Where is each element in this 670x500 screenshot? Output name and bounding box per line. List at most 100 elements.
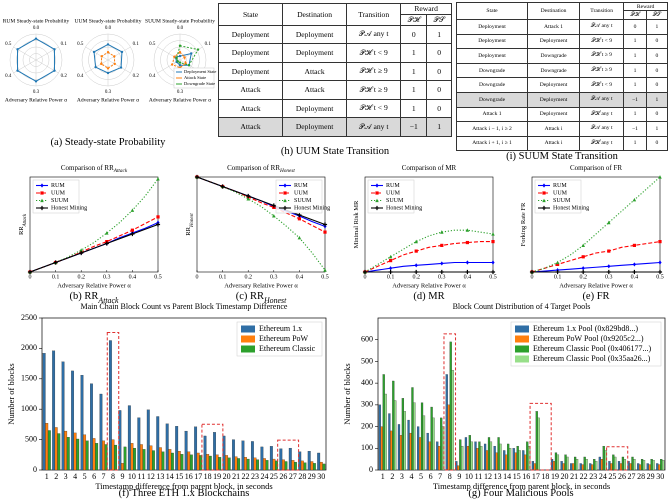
table-cell: 1 <box>400 61 428 82</box>
bar <box>108 340 112 471</box>
spoke-label: 0.3 <box>105 90 112 95</box>
radar-title: SUUM Steady-state Probability <box>145 18 215 24</box>
x-tick-label: 5 <box>83 472 87 481</box>
marker <box>297 217 301 221</box>
marker <box>297 212 302 218</box>
table-cell: 𝒫𝒜 any t <box>346 117 402 137</box>
bar <box>552 461 556 471</box>
y-tick-label: 500 <box>25 434 37 443</box>
figure-caption-main: (h) UUM State Transition <box>281 146 390 157</box>
bar <box>660 459 663 471</box>
marker <box>187 63 191 67</box>
bar <box>526 441 529 471</box>
marker <box>27 269 33 275</box>
marker <box>658 260 662 265</box>
bar <box>227 457 231 471</box>
table-cell: 1 <box>426 117 452 137</box>
bar <box>156 416 160 471</box>
bar <box>617 461 621 471</box>
legend-swatch <box>241 335 255 343</box>
chart-title: Comparison of RRHonest <box>227 164 295 175</box>
marker <box>542 191 546 195</box>
spoke-label: 0.0 <box>105 26 112 31</box>
bar <box>447 404 450 471</box>
y-tick-label: 600 <box>361 335 373 344</box>
y-tick-label: 1500 <box>21 374 37 383</box>
bar <box>380 426 383 471</box>
bar <box>608 461 611 471</box>
x-tick-label: 0 <box>196 274 199 280</box>
x-tick-label: 26 <box>618 472 626 481</box>
bar <box>250 441 254 471</box>
bar <box>598 456 601 471</box>
bar <box>440 417 443 471</box>
highlight-box <box>529 402 552 471</box>
table-cell: 1 <box>623 77 647 93</box>
marker <box>106 71 110 75</box>
marker <box>92 50 96 54</box>
bar <box>432 417 435 471</box>
marker <box>271 203 276 208</box>
bar <box>495 452 498 471</box>
bar <box>401 398 405 471</box>
bar <box>570 463 573 471</box>
spoke-label: 0.0 <box>177 26 184 31</box>
x-tick-label: 0.2 <box>579 274 587 280</box>
table-cell: Deployment <box>527 91 581 108</box>
legend-label: Attack State <box>184 75 206 80</box>
bar <box>499 443 502 471</box>
table-cell: 0 <box>426 98 452 119</box>
table-cell: −1 <box>623 91 647 108</box>
bar <box>384 393 387 471</box>
bar <box>591 464 594 471</box>
table-cell: 𝒫ℋ t < 9 <box>579 77 625 93</box>
bar <box>310 461 314 471</box>
x-tick-label: 14 <box>166 472 174 481</box>
table-cell: 0 <box>645 77 669 93</box>
bar <box>566 456 569 471</box>
x-tick-label: 0.3 <box>103 274 111 280</box>
bar <box>572 463 575 471</box>
bar <box>564 454 567 471</box>
bar <box>418 437 422 471</box>
bar <box>312 463 316 471</box>
series-line <box>364 261 493 273</box>
bar <box>111 439 115 471</box>
marker <box>106 67 110 70</box>
bar <box>71 370 74 471</box>
bar <box>104 444 108 471</box>
table-cell: 1 <box>645 18 669 35</box>
x-tick-label: 17 <box>194 472 202 481</box>
table-cell: 𝒫ℋ <box>623 10 647 20</box>
x-tick-label: 8 <box>448 472 452 481</box>
table-cell: Deployment <box>282 43 348 63</box>
y-axis-label-main: Minimal Risk MR <box>353 200 360 248</box>
bar <box>265 460 269 471</box>
bar <box>505 454 508 471</box>
x-tick-label: 22 <box>242 472 250 481</box>
bar <box>422 415 426 471</box>
bar <box>638 464 642 471</box>
figure-caption-sub: Honest <box>263 296 287 305</box>
table-cell: Attack <box>217 117 284 137</box>
bar <box>650 459 653 471</box>
legend-swatch <box>241 325 255 333</box>
table-cell: 0 <box>645 135 669 152</box>
bar <box>137 417 141 471</box>
bar <box>222 435 226 471</box>
bar <box>300 460 304 471</box>
table-cell: Deployment <box>527 77 581 93</box>
x-tick-label: 9 <box>120 472 124 481</box>
legend-label: Ethereum Classic Pool (0x406177...) <box>533 344 652 353</box>
bar <box>426 432 429 471</box>
bar <box>139 444 143 471</box>
table-row: Attack i − 1, i ≥ 2 Attack i 𝒫𝒜 any t −1 1 <box>455 121 669 137</box>
radar-spoke <box>107 59 131 74</box>
state-table: State Destination Transition Reward 𝒫ℋ 𝒫𝒮 Depl… <box>455 1 669 152</box>
spoke-label: 0.1 <box>205 42 212 47</box>
state-table: State Destination Transition Reward 𝒫ℋ 𝒫𝒮 Depl… <box>217 3 452 137</box>
table-cell: Deployment <box>527 106 581 123</box>
bar <box>451 369 454 471</box>
x-tick-label: 18 <box>204 472 212 481</box>
legend-label: Honest Mining <box>294 205 330 211</box>
